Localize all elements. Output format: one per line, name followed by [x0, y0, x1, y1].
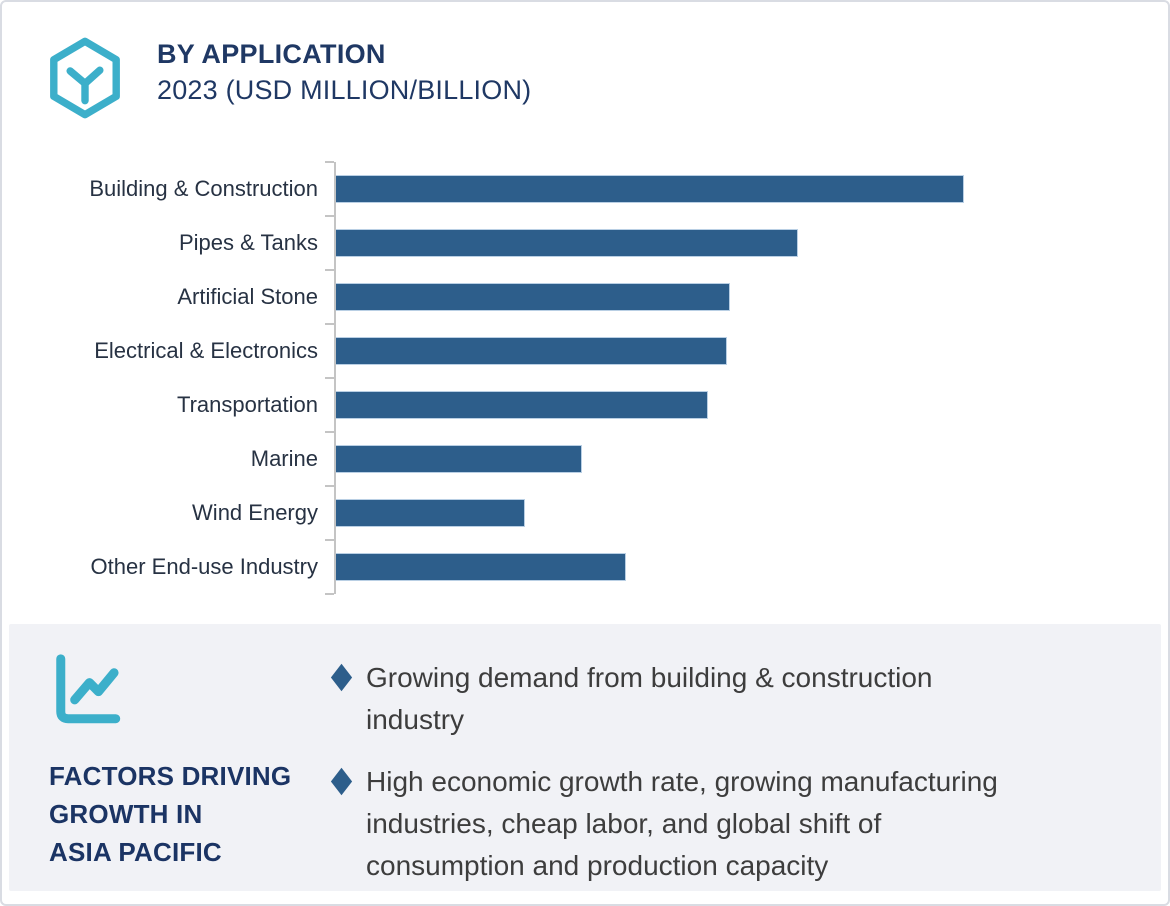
chart-row	[336, 216, 1076, 270]
bar	[336, 229, 798, 257]
heading-line: FACTORS DRIVING	[49, 761, 292, 791]
axis-tick	[325, 539, 334, 541]
category-label: Wind Energy	[192, 500, 318, 525]
diamond-bullet-icon	[330, 663, 353, 692]
bar	[336, 337, 727, 365]
diamond-bullet-icon	[330, 767, 353, 796]
chart-subtitle: 2023 (USD MILLION/BILLION)	[157, 75, 532, 105]
chart-row	[336, 432, 1076, 486]
hexagon-cube-icon	[46, 35, 124, 121]
title-block: BY APPLICATION 2023 (USD MILLION/BILLION…	[157, 35, 531, 106]
axis-tick	[325, 215, 334, 217]
axis-tick	[325, 377, 334, 379]
category-label: Transportation	[176, 392, 318, 417]
list-item: Growing demand from building & construct…	[330, 657, 1016, 741]
category-label: Other End-use Industry	[90, 554, 318, 579]
axis-tick	[325, 161, 334, 163]
bar	[336, 445, 583, 473]
axis-tick	[325, 269, 334, 271]
category-label: Building & Construction	[89, 176, 318, 201]
axis-tick	[325, 323, 334, 325]
category-label: Marine	[250, 446, 318, 471]
heading-line: ASIA PACIFIC	[49, 837, 222, 867]
bullet-text: High economic growth rate, growing manuf…	[366, 766, 998, 881]
list-item: High economic growth rate, growing manuf…	[330, 761, 1016, 887]
axis-tick	[325, 485, 334, 487]
category-label: Electrical & Electronics	[94, 338, 318, 363]
chart-row	[336, 378, 1076, 432]
application-bar-chart: Building & Construction Pipes & Tanks Arti…	[2, 161, 1168, 595]
bar	[336, 391, 709, 419]
category-label: Pipes & Tanks	[178, 230, 318, 255]
chart-row	[336, 486, 1076, 540]
heading-line: GROWTH IN	[49, 799, 203, 829]
axis-tick	[325, 431, 334, 433]
category-label: Artificial Stone	[177, 284, 318, 309]
insights-heading: FACTORS DRIVING GROWTH IN ASIA PACIFIC	[49, 757, 331, 871]
chart-row	[336, 270, 1076, 324]
insights-bullet-list: Growing demand from building & construct…	[330, 649, 1016, 891]
chart-row	[336, 540, 1076, 594]
chart-row	[336, 162, 1076, 216]
bar	[336, 499, 526, 527]
bar	[336, 283, 730, 311]
header: BY APPLICATION 2023 (USD MILLION/BILLION…	[2, 2, 1168, 121]
line-chart-icon	[49, 649, 331, 731]
category-labels-column: Building & Construction Pipes & Tanks Arti…	[2, 162, 334, 594]
axis-tick	[325, 593, 334, 595]
chart-title: BY APPLICATION	[157, 39, 386, 69]
chart-row	[336, 324, 1076, 378]
insights-panel: FACTORS DRIVING GROWTH IN ASIA PACIFIC G…	[9, 624, 1161, 891]
insights-panel-left: FACTORS DRIVING GROWTH IN ASIA PACIFIC	[49, 649, 331, 891]
bullet-text: Growing demand from building & construct…	[366, 662, 933, 735]
bars-plot-area	[325, 161, 1076, 595]
bar	[336, 175, 964, 203]
bar	[336, 553, 626, 581]
